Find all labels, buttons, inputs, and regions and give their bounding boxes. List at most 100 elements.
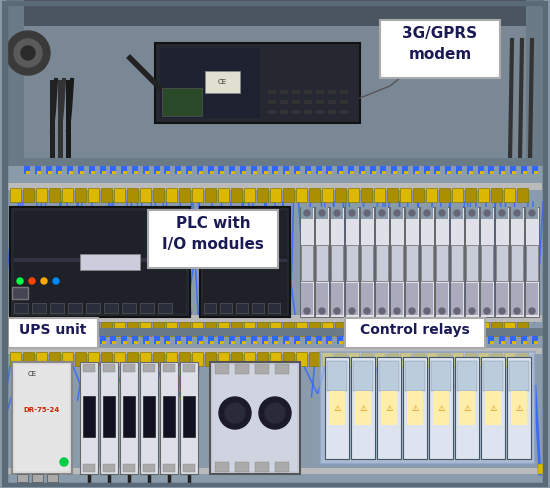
Bar (361, 245, 373, 281)
Bar (477, 160, 483, 174)
Text: ⚠: ⚠ (490, 404, 497, 412)
Bar (361, 188, 372, 202)
Bar (252, 303, 264, 313)
Bar (179, 352, 190, 366)
Circle shape (6, 31, 50, 75)
Bar (415, 341, 419, 344)
Bar (275, 364, 289, 374)
Bar (317, 341, 322, 344)
Bar (451, 283, 463, 315)
Bar (348, 330, 354, 344)
Bar (207, 160, 213, 174)
Bar (143, 364, 155, 372)
Bar (517, 188, 528, 202)
Bar (14, 258, 186, 262)
Bar (6, 0, 544, 160)
Bar (317, 171, 322, 174)
Bar (429, 357, 453, 459)
Bar (292, 110, 300, 114)
Bar (100, 362, 118, 474)
Bar (262, 330, 268, 344)
Bar (101, 352, 112, 366)
Bar (283, 322, 294, 336)
Bar (501, 171, 505, 174)
Bar (8, 348, 542, 354)
Bar (391, 283, 403, 315)
Bar (114, 352, 125, 366)
Bar (197, 330, 203, 344)
Bar (235, 462, 249, 472)
Bar (406, 207, 418, 219)
Bar (186, 160, 192, 174)
Bar (134, 341, 138, 344)
Bar (6, 328, 544, 336)
Bar (46, 160, 52, 174)
Bar (272, 160, 278, 174)
Bar (123, 171, 127, 174)
Bar (268, 100, 276, 104)
Bar (391, 330, 397, 344)
Bar (483, 361, 503, 391)
Circle shape (41, 278, 47, 284)
Bar (504, 188, 515, 202)
Bar (62, 352, 73, 366)
Bar (112, 341, 117, 344)
Bar (204, 303, 216, 313)
Bar (480, 207, 494, 317)
Bar (526, 245, 538, 281)
Bar (331, 207, 343, 219)
Bar (283, 188, 294, 202)
Bar (316, 330, 322, 344)
Bar (523, 171, 527, 174)
Bar (268, 90, 276, 94)
Bar (37, 171, 41, 174)
Bar (111, 160, 117, 174)
Bar (101, 188, 112, 202)
Bar (377, 357, 401, 459)
Bar (274, 341, 278, 344)
Circle shape (529, 210, 535, 216)
Bar (153, 330, 160, 344)
Bar (335, 188, 346, 202)
Bar (121, 160, 127, 174)
Bar (300, 207, 314, 317)
Text: ⚠: ⚠ (385, 404, 393, 412)
Bar (153, 188, 164, 202)
Bar (58, 80, 63, 160)
Bar (50, 80, 55, 160)
Bar (145, 171, 149, 174)
Bar (49, 352, 60, 366)
Bar (465, 352, 476, 366)
Bar (316, 100, 324, 104)
Bar (382, 171, 387, 174)
Bar (160, 48, 260, 118)
Bar (166, 322, 177, 336)
Bar (301, 245, 313, 281)
Bar (24, 330, 30, 344)
Bar (325, 357, 349, 459)
Bar (69, 341, 73, 344)
Bar (316, 283, 328, 315)
Bar (100, 330, 106, 344)
Bar (355, 391, 371, 425)
Text: ⚠: ⚠ (463, 404, 471, 412)
Bar (134, 171, 138, 174)
Bar (426, 188, 437, 202)
Bar (346, 245, 358, 281)
Bar (253, 171, 257, 174)
Bar (380, 20, 500, 78)
Bar (337, 160, 343, 174)
Bar (381, 160, 387, 174)
Bar (251, 160, 257, 174)
Bar (75, 322, 86, 336)
Bar (526, 207, 538, 219)
Bar (153, 322, 164, 336)
Circle shape (514, 308, 520, 314)
Bar (532, 160, 537, 174)
Bar (413, 330, 419, 344)
Circle shape (409, 210, 415, 216)
Bar (465, 188, 476, 202)
Bar (32, 303, 46, 313)
Bar (207, 330, 213, 344)
Bar (374, 352, 385, 366)
